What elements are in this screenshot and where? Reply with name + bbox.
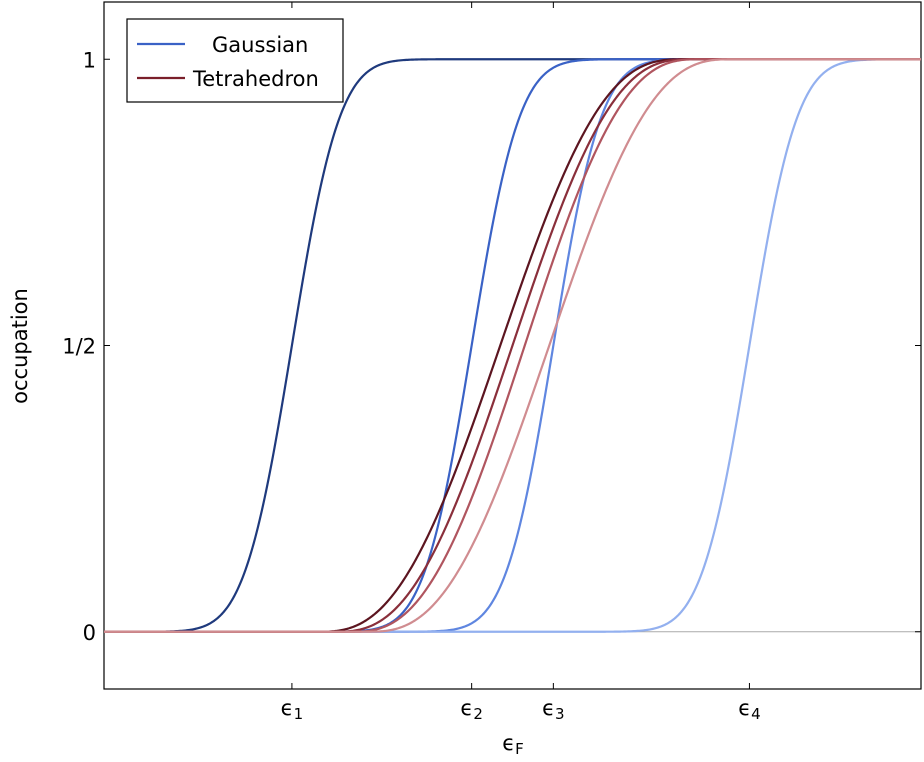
x-tick-label-0: ϵ1 [281, 696, 303, 723]
x-axis-title-symbol: ϵ [502, 731, 515, 755]
x-axis-title-sub: F [515, 740, 524, 758]
series-curves [104, 58, 921, 633]
legend-label-tetrahedron: Tetrahedron [192, 67, 319, 91]
y-tick-label-0: 0 [83, 621, 96, 645]
tetrahedron-curve-7 [104, 58, 921, 633]
x-tick-label-3: ϵ4 [738, 696, 760, 723]
y-tick-label-2: 1 [83, 48, 96, 72]
legend-box [126, 18, 344, 103]
x-axis-ticks: ϵ1 ϵ2 ϵ3 ϵ4 [281, 2, 761, 723]
y-axis-ticks: 0 1/2 1 [62, 48, 921, 645]
y-axis-title: occupation [8, 288, 32, 404]
tetrahedron-curve-5 [104, 58, 921, 633]
legend-label-gaussian: Gaussian [212, 33, 308, 57]
x-tick-label-1: ϵ2 [460, 696, 482, 723]
y-tick-label-1: 1/2 [62, 335, 96, 359]
x-tick-label-2: ϵ3 [542, 696, 564, 723]
x-axis-title: ϵF [502, 731, 524, 758]
legend: Gaussian Tetrahedron [126, 18, 344, 103]
